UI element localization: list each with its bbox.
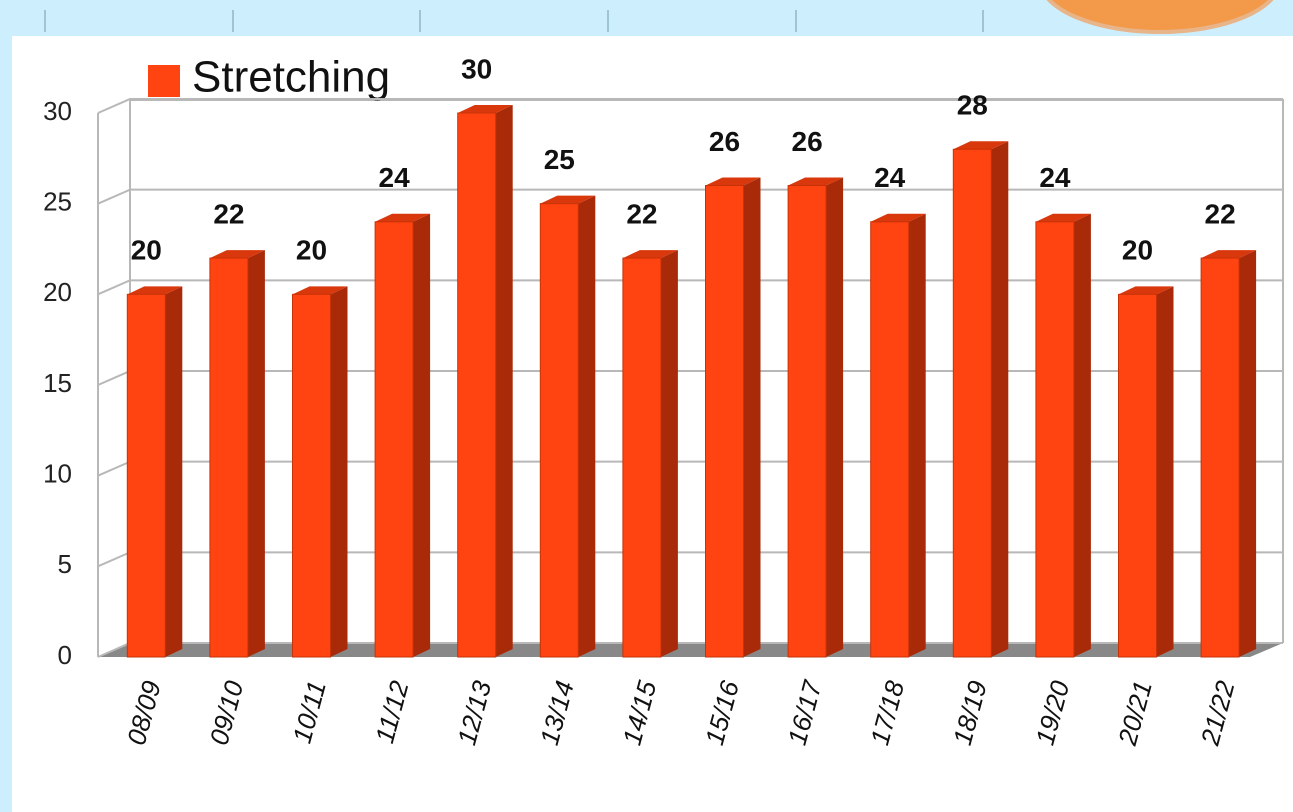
value-label: 22 <box>1205 198 1236 229</box>
bar-front <box>539 203 579 658</box>
bar-top <box>375 213 431 222</box>
bar <box>1118 286 1174 658</box>
bar <box>374 213 431 658</box>
bar-side <box>330 286 348 657</box>
bar-side <box>991 141 1009 657</box>
value-label: 30 <box>461 53 492 84</box>
grid-line <box>97 98 1283 114</box>
bar-top <box>953 141 1009 150</box>
y-tick-label: 15 <box>43 368 72 398</box>
value-label: 24 <box>1039 162 1071 193</box>
bar-front <box>1118 293 1157 658</box>
bar-front <box>457 112 497 658</box>
y-tick-label: 0 <box>58 640 72 670</box>
floor <box>98 643 1283 657</box>
bar <box>457 105 513 658</box>
bar <box>622 250 678 658</box>
bar-front <box>787 185 827 658</box>
bar-top <box>1118 286 1174 295</box>
bar-side <box>247 250 265 658</box>
bar-top <box>209 250 265 259</box>
bar-side <box>578 195 596 657</box>
bar-side <box>660 250 678 658</box>
bar-front <box>705 185 744 658</box>
bar-side <box>165 286 183 657</box>
bar-top <box>292 286 348 295</box>
bar <box>539 195 596 658</box>
value-label: 24 <box>874 162 906 193</box>
bar-top <box>870 213 926 222</box>
value-label: 26 <box>709 126 740 157</box>
bar-side <box>413 213 431 658</box>
top-ticks <box>44 10 984 32</box>
bar-front <box>374 221 414 658</box>
bar-side <box>1073 213 1091 658</box>
bar-front <box>870 221 910 658</box>
y-tick-label: 25 <box>43 187 72 217</box>
bar-front <box>292 293 331 658</box>
value-label: 20 <box>296 235 327 266</box>
value-label: 20 <box>1122 235 1153 266</box>
value-label: 25 <box>544 144 575 175</box>
bar-front <box>1200 257 1240 658</box>
value-label: 26 <box>792 126 823 157</box>
value-label: 22 <box>626 198 657 229</box>
bar-front <box>1035 221 1075 658</box>
bar-side <box>1239 250 1257 658</box>
bar-top <box>457 105 513 113</box>
bar-front <box>622 257 662 658</box>
bar-top <box>705 177 761 186</box>
bar-side <box>1156 286 1174 657</box>
bar <box>705 177 761 658</box>
y-tick-label: 5 <box>58 549 72 579</box>
legend-label: Stretching <box>192 53 390 102</box>
bar-top <box>622 250 678 259</box>
bar <box>126 286 183 658</box>
bar <box>870 213 926 658</box>
bar-top <box>127 286 183 295</box>
bar-side <box>908 213 926 658</box>
value-label: 20 <box>131 235 162 266</box>
bar <box>952 141 1009 658</box>
bar-front <box>952 148 992 658</box>
bar-top <box>1035 213 1091 222</box>
bar <box>787 177 844 658</box>
bar-front <box>126 293 166 658</box>
bar-top <box>1201 250 1257 259</box>
bar <box>1035 213 1091 658</box>
bar <box>1200 250 1257 658</box>
bar-side <box>743 177 761 658</box>
legend-swatch <box>148 65 180 97</box>
grid-line <box>97 188 1283 205</box>
value-label: 28 <box>957 90 988 121</box>
y-tick-label: 30 <box>43 96 72 126</box>
value-label: 24 <box>379 162 411 193</box>
bar-top <box>788 177 844 186</box>
value-label: 22 <box>213 198 244 229</box>
bar-top <box>540 195 596 204</box>
y-tick-label: 20 <box>43 277 72 307</box>
bar-side <box>826 177 844 658</box>
bar-side <box>495 105 513 657</box>
bar-front <box>209 257 249 658</box>
bar <box>292 286 348 658</box>
y-tick-label: 10 <box>43 459 72 489</box>
decoration <box>1046 0 1274 34</box>
bar <box>209 250 265 658</box>
